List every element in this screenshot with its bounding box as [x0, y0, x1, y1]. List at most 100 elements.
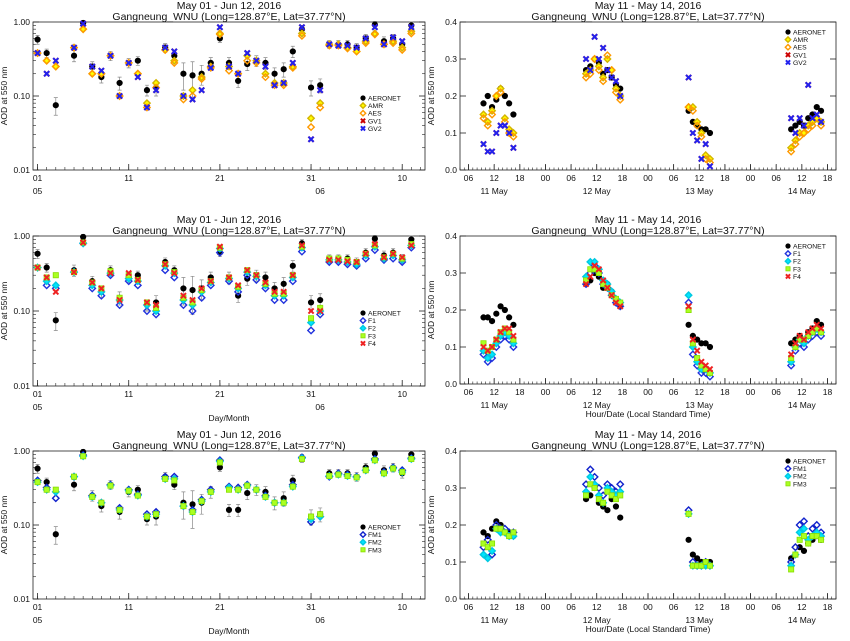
data-point	[298, 23, 306, 31]
legend-marker-fm1	[359, 530, 367, 539]
legend-label: FM1	[368, 532, 382, 539]
y-tick-label: 0.2	[445, 91, 457, 101]
data-point	[307, 307, 315, 315]
data-point	[595, 496, 602, 503]
data-point	[408, 455, 415, 462]
y-tick-label: 0.01	[13, 381, 30, 391]
data-point	[483, 353, 492, 363]
legend-marker-fm3	[785, 481, 791, 487]
data-point	[325, 256, 333, 264]
data-point	[805, 115, 812, 122]
data-point	[52, 531, 59, 538]
y-axis-label: AOD at 550 nm	[0, 496, 9, 555]
data-point	[510, 332, 517, 340]
data-point	[804, 81, 812, 89]
data-point	[207, 488, 214, 495]
data-point	[198, 86, 205, 94]
legend-marker-gv2	[360, 125, 366, 132]
month-label: 06	[315, 186, 325, 196]
data-point	[591, 484, 598, 491]
x-tick-label: 12	[489, 602, 499, 612]
data-point	[813, 533, 820, 540]
data-point	[160, 266, 170, 275]
data-point	[34, 36, 41, 43]
data-point	[143, 104, 151, 111]
data-point	[693, 347, 701, 355]
legend-label: GV1	[368, 118, 382, 125]
legend-label: F3	[793, 266, 801, 273]
data-point	[353, 44, 360, 51]
data-point	[170, 269, 178, 277]
data-point	[583, 492, 590, 499]
data-point	[43, 49, 50, 57]
data-point	[487, 550, 497, 559]
data-point	[788, 126, 795, 133]
data-point	[335, 42, 342, 49]
data-point	[198, 498, 205, 505]
legend-label: GV2	[793, 60, 807, 67]
data-point	[270, 295, 279, 305]
data-point	[161, 44, 169, 51]
data-point	[180, 285, 187, 292]
data-point	[180, 503, 187, 510]
data-point	[408, 242, 415, 249]
legend-marker-f1	[784, 249, 792, 258]
data-point	[306, 326, 316, 335]
x-tick-label: 00	[643, 387, 653, 397]
data-point	[52, 102, 59, 109]
data-point	[510, 144, 517, 152]
data-point	[70, 52, 78, 59]
data-point	[805, 540, 812, 547]
y-tick-label: 0.1	[445, 557, 457, 567]
series-aeronet	[480, 269, 825, 351]
legend-marker-amr	[784, 35, 792, 44]
data-point	[78, 24, 88, 34]
y-tick-label: 0.0	[445, 165, 457, 175]
data-point	[599, 44, 607, 52]
legend-label: GV2	[368, 126, 382, 133]
month-label: 06	[315, 615, 325, 625]
x-tick-label: 06	[669, 173, 679, 183]
data-point	[197, 293, 206, 302]
legend-label: F3	[368, 333, 376, 340]
data-point	[598, 77, 608, 86]
data-point	[689, 551, 696, 558]
data-point	[407, 29, 416, 38]
data-point	[125, 487, 132, 494]
data-point	[262, 493, 269, 500]
data-point	[88, 63, 96, 70]
data-point	[587, 273, 594, 281]
x-tick-label: 21	[215, 173, 225, 183]
data-point	[51, 494, 60, 503]
x-tick-label: 10	[397, 602, 407, 612]
data-point	[488, 148, 496, 155]
data-point	[362, 467, 369, 474]
data-point	[370, 30, 380, 39]
data-point	[796, 114, 803, 122]
data-point	[813, 104, 820, 111]
data-point	[234, 70, 242, 78]
chart-subtitle: Gangneung_WNU (Long=128.87°E, Lat=37.77°…	[531, 11, 764, 23]
x-tick-label: 11	[124, 602, 133, 612]
data-point	[371, 457, 378, 464]
y-tick-label: 0.0	[445, 379, 457, 389]
data-point	[198, 285, 205, 292]
data-point	[262, 279, 269, 286]
data-point	[207, 277, 215, 285]
data-point	[34, 264, 41, 271]
data-point	[795, 520, 804, 530]
y-axis-label: AOD at 550 nm	[0, 282, 9, 341]
data-point	[80, 453, 87, 460]
legend-marker-aeronet	[785, 29, 791, 35]
data-point	[335, 471, 342, 478]
data-point	[808, 524, 817, 533]
x-tick-label: 18	[515, 602, 525, 612]
legend-marker-amr	[359, 101, 367, 110]
data-point	[616, 92, 624, 100]
x-tick-label: 21	[215, 602, 225, 612]
data-point	[685, 510, 692, 517]
data-point	[484, 314, 491, 321]
legend-marker-aes	[784, 43, 792, 51]
